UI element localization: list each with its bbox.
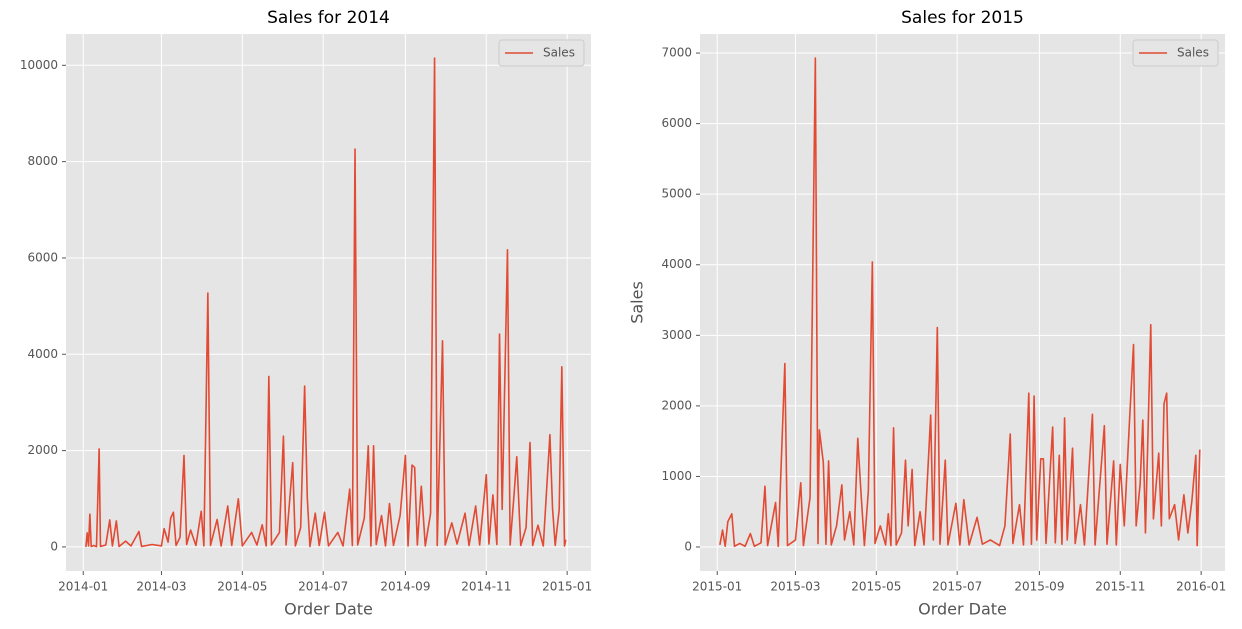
legend-box <box>498 39 585 67</box>
plot-area <box>66 34 591 571</box>
x-tick-label: 2014-05 <box>217 580 267 594</box>
x-tick-label: 2014-11 <box>461 580 511 594</box>
chart-title: Sales for 2014 <box>267 8 390 28</box>
chart-title: Sales for 2015 <box>901 8 1024 28</box>
y-tick-label: 7000 <box>661 46 692 60</box>
x-tick-label: 2014-09 <box>380 580 430 594</box>
legend-box <box>1132 39 1219 67</box>
y-tick-label: 3000 <box>661 328 692 342</box>
y-tick-label: 4000 <box>661 257 692 271</box>
y-tick-label: 8000 <box>27 154 58 168</box>
y-tick-label: 6000 <box>661 116 692 130</box>
y-tick-label: 10000 <box>20 58 58 72</box>
legend-label: Sales <box>543 46 575 60</box>
x-tick-label: 2014-03 <box>136 580 186 594</box>
x-tick-label: 2015-09 <box>1014 580 1064 594</box>
x-tick-label: 2016-01 <box>1176 580 1226 594</box>
y-tick-label: 0 <box>684 540 692 554</box>
x-axis-label: Order Date <box>918 600 1007 619</box>
y-tick-label: 5000 <box>661 187 692 201</box>
y-tick-label: 0 <box>50 539 58 553</box>
x-tick-label: 2015-03 <box>770 580 820 594</box>
sales-line <box>719 57 1201 548</box>
x-tick-label: 2015-01 <box>692 580 742 594</box>
x-tick-label: 2014-07 <box>298 580 348 594</box>
x-tick-label: 2015-01 <box>542 580 592 594</box>
x-axis-label: Order Date <box>284 600 373 619</box>
sales-line <box>85 57 567 548</box>
y-tick-label: 1000 <box>661 469 692 483</box>
x-tick-label: 2015-07 <box>932 580 982 594</box>
y-tick-label: 4000 <box>27 347 58 361</box>
y-axis-label: Sales <box>628 281 647 324</box>
x-tick-label: 2015-11 <box>1095 580 1145 594</box>
legend-label: Sales <box>1177 46 1209 60</box>
x-tick-label: 2015-05 <box>851 580 901 594</box>
y-tick-label: 2000 <box>661 398 692 412</box>
y-tick-label: 2000 <box>27 443 58 457</box>
x-tick-label: 2014-01 <box>58 580 108 594</box>
y-tick-label: 6000 <box>27 250 58 264</box>
